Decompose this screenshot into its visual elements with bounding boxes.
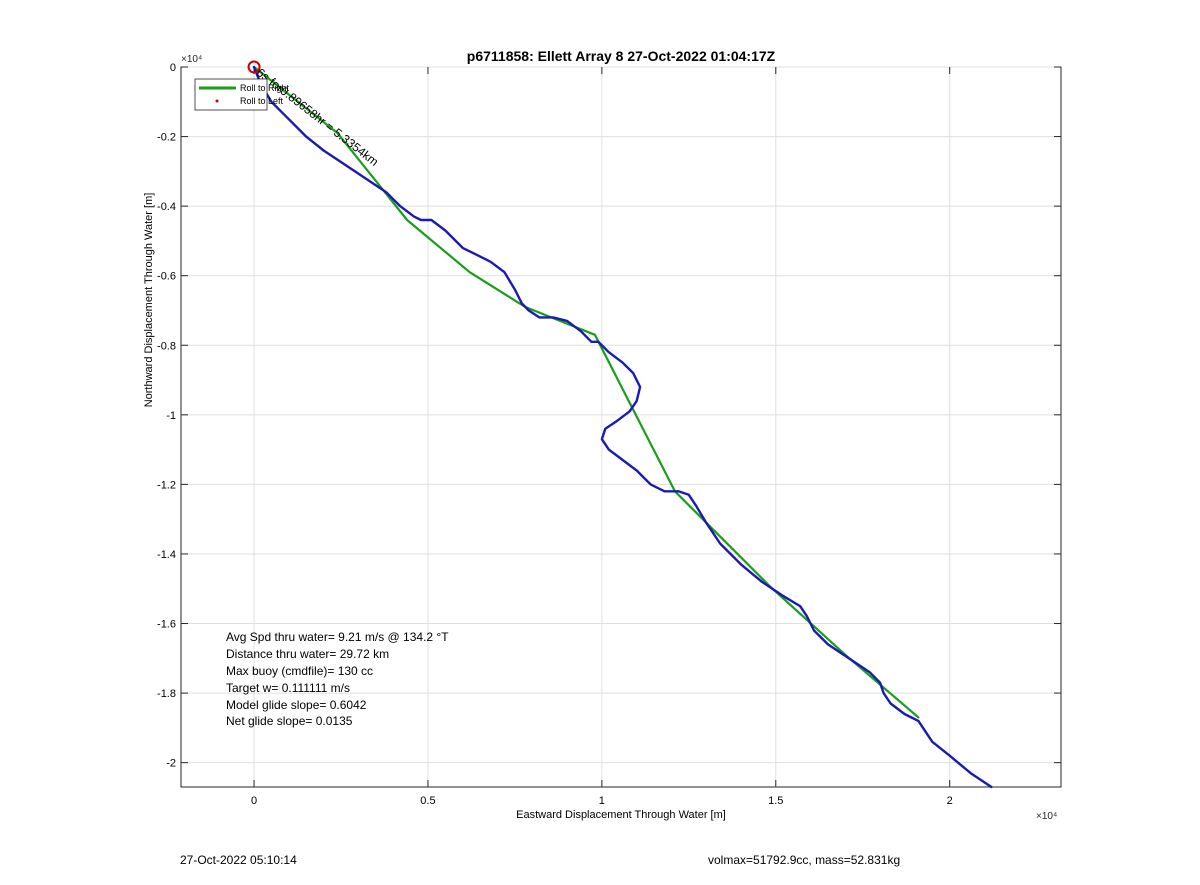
y-tick-label: -1.8 xyxy=(157,688,176,700)
x-tick-label: 0 xyxy=(251,795,257,807)
chart-title: p6711858: Ellett Array 8 27-Oct-2022 01:… xyxy=(467,48,776,64)
axis-ticks: 0 0.5 1 1.5 2 0 -0.2 -0.4 -0.6 -0.8 -1 -1.2 -1.4 -1.6… xyxy=(157,62,1061,807)
series-line-1 xyxy=(252,65,993,789)
stats-line: Avg Spd thru water= 9.21 m/s @ 134.2 °T xyxy=(226,630,449,644)
grid-lines xyxy=(181,66,1061,787)
y-tick-label: -2 xyxy=(166,758,176,770)
y-tick-label: -1.2 xyxy=(157,479,176,491)
y-tick-label: -0.2 xyxy=(157,132,176,144)
x-tick-label: 1.5 xyxy=(768,795,783,807)
stats-line: Distance thru water= 29.72 km xyxy=(226,647,389,661)
x-tick-label: 0.5 xyxy=(420,795,435,807)
legend-entry-roll-right: Roll to Right xyxy=(240,83,290,93)
stats-block: Avg Spd thru water= 9.21 m/s @ 134.2 °T … xyxy=(226,630,449,728)
start-marker xyxy=(247,60,261,74)
footer-timestamp: 27-Oct-2022 05:10:14 xyxy=(180,853,297,867)
legend: Roll to Right Roll to Left xyxy=(194,78,290,111)
y-tick-label: -1 xyxy=(166,410,176,422)
x-exponent-label: ×10⁴ xyxy=(1036,811,1057,822)
plot-area xyxy=(180,66,1062,788)
stats-line: Model glide slope= 0.6042 xyxy=(226,698,367,712)
stats-line: Net glide slope= 0.0135 xyxy=(226,714,353,728)
y-tick-label: -0.4 xyxy=(157,201,176,213)
y-tick-label: -0.6 xyxy=(157,271,176,283)
legend-box xyxy=(194,78,268,111)
x-axis-label: Eastward Displacement Through Water [m] xyxy=(516,809,726,821)
y-exponent-label: ×10⁴ xyxy=(181,54,202,65)
stats-line: Max buoy (cmdfile)= 130 cc xyxy=(226,664,373,678)
x-tick-label: 2 xyxy=(947,795,953,807)
y-tick-label: -0.8 xyxy=(157,340,176,352)
marker-layer xyxy=(247,60,261,74)
y-tick-label: -1.6 xyxy=(157,619,176,631)
stats-line: Target w= 0.111111 m/s xyxy=(226,681,350,695)
y-axis-label: Northward Displacement Through Water [m] xyxy=(143,193,155,408)
series-layer xyxy=(252,65,993,789)
y-tick-label: 0 xyxy=(170,62,176,74)
legend-entry-roll-left: Roll to Left xyxy=(240,96,284,106)
series-line-0 xyxy=(252,65,920,719)
legend-swatch-red xyxy=(215,99,219,103)
x-tick-label: 1 xyxy=(599,795,605,807)
y-tick-label: -1.4 xyxy=(157,549,176,561)
footer-volmax-mass: volmax=51792.9cc, mass=52.831kg xyxy=(708,853,901,867)
